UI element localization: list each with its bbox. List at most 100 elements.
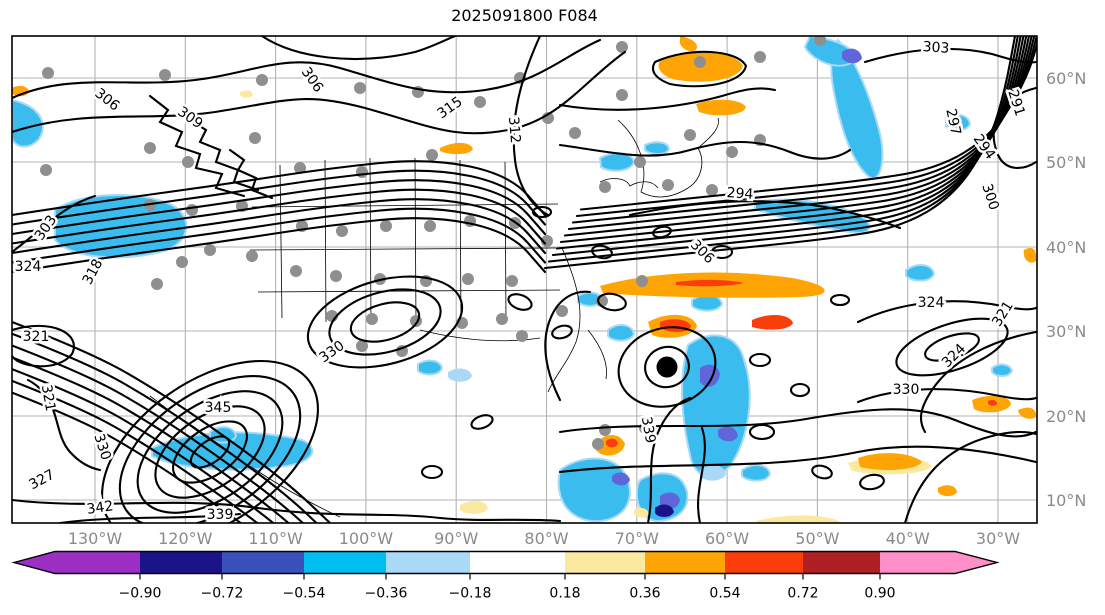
contour-label: 339 — [638, 415, 658, 444]
yellow-anomaly-patch — [634, 507, 649, 518]
contour-path — [12, 320, 332, 523]
station-dot — [616, 89, 628, 101]
cyan-anomaly-patch — [644, 141, 671, 155]
contour-path — [558, 408, 1037, 438]
contour-label: 303 — [922, 39, 950, 57]
contour-ring — [136, 390, 284, 514]
royal-anomaly-patch — [612, 472, 630, 486]
cyan-anomaly-patch — [741, 464, 772, 482]
contour-ring — [118, 375, 302, 523]
colorbar-tick-label: 0.90 — [864, 586, 895, 602]
contour-ring — [349, 301, 421, 343]
contour-blob — [551, 324, 573, 340]
contour-path — [863, 47, 1037, 64]
station-dot — [662, 179, 674, 191]
station-dot — [616, 41, 628, 53]
cyan-anomaly-patch — [12, 98, 44, 148]
contour-blob — [829, 293, 851, 307]
x-tick-label: 80°W — [524, 529, 568, 548]
station-dot — [380, 220, 392, 232]
colorbar-segment — [645, 551, 725, 574]
colorbar-under-arrow — [14, 551, 140, 574]
lightblue-anomaly-patch — [448, 368, 472, 382]
contour-path — [12, 179, 547, 236]
contour-blob — [811, 464, 833, 480]
contour-path — [12, 344, 305, 523]
cyan-anomaly-patch — [830, 38, 884, 180]
y-tick-label: 40°N — [1046, 238, 1086, 257]
station-dot — [151, 278, 163, 290]
station-dot — [42, 67, 54, 79]
contour-blob — [470, 414, 494, 430]
colorbar-segment — [565, 551, 645, 574]
station-dot — [694, 56, 706, 68]
contour-label: 321 — [23, 329, 50, 345]
contour-path — [148, 94, 246, 198]
map-frame — [11, 35, 1038, 524]
orange-anomaly-patch — [679, 36, 698, 52]
colorbar-segment — [222, 551, 304, 574]
contour-path — [558, 141, 852, 160]
y-tick-label: 50°N — [1046, 153, 1086, 172]
contour-label: 324 — [918, 295, 945, 311]
station-dot — [599, 424, 611, 436]
contour-label: 342 — [86, 498, 115, 518]
cyan-anomaly-patch — [905, 264, 936, 282]
orange-anomaly-patch — [1018, 407, 1037, 419]
contour-path — [12, 498, 562, 523]
contour-path — [260, 36, 457, 60]
contour-ring — [172, 420, 248, 484]
y-tick-label: 10°N — [1046, 491, 1086, 510]
station-dot — [684, 129, 696, 141]
orange-anomaly-patch — [938, 485, 957, 497]
orangered-anomaly-patch — [606, 438, 618, 448]
y-axis-labels: 60°N 50°N 40°N 30°N 20°N 10°N — [1046, 69, 1086, 510]
colorbar-tick-label: −0.72 — [201, 586, 244, 602]
x-axis-labels: 130°W 120°W 110°W 100°W 90°W 80°W 70°W 60°W 50°W… — [68, 529, 1020, 548]
contour-path — [555, 36, 1025, 250]
colorbar-tick-label: 0.36 — [629, 586, 660, 602]
colorbar-segment — [140, 551, 222, 574]
contour-path — [575, 36, 1037, 218]
contour-blob — [748, 352, 772, 368]
contour-label: 330 — [893, 382, 920, 398]
x-tick-label: 90°W — [434, 529, 478, 548]
contour-path — [558, 445, 1037, 474]
colorbar-tick-label: 0.18 — [549, 586, 580, 602]
station-dot — [462, 273, 474, 285]
contour-label: 306 — [92, 85, 123, 114]
contour-path — [579, 40, 1037, 211]
contour-lines — [12, 36, 1037, 523]
contour-ring — [895, 317, 1009, 377]
cyan-anomaly-patch — [598, 152, 636, 172]
royal-anomaly-patch — [718, 426, 738, 442]
navy-anomaly-patch — [655, 504, 674, 517]
contour-path — [228, 148, 274, 200]
contour-path — [12, 50, 627, 135]
station-dot — [516, 330, 528, 342]
station-dot — [246, 250, 258, 262]
contour-path — [567, 36, 1033, 231]
colorbar-outline — [11, 550, 1000, 575]
colorbar-segment — [386, 551, 470, 574]
contour-path — [543, 36, 1017, 270]
contour-blob — [591, 244, 613, 260]
contour-label: 330 — [316, 338, 347, 366]
royal-anomaly-patch — [842, 48, 862, 64]
contour-label: 339 — [207, 507, 234, 523]
yellow-anomaly-patch — [756, 515, 842, 523]
orange-anomaly-patch — [696, 99, 746, 116]
station-dot — [426, 149, 438, 161]
contour-blob — [420, 464, 444, 480]
contour-path — [856, 388, 1037, 404]
contour-path — [651, 50, 748, 88]
contour-path — [551, 36, 1022, 257]
y-tick-label: 20°N — [1046, 407, 1086, 426]
contour-blob — [748, 423, 776, 441]
x-tick-label: 130°W — [68, 529, 123, 548]
station-dot — [40, 164, 52, 176]
station-dot — [506, 275, 518, 287]
orangered-anomaly-patch — [676, 279, 744, 287]
contour-ring — [644, 345, 690, 389]
